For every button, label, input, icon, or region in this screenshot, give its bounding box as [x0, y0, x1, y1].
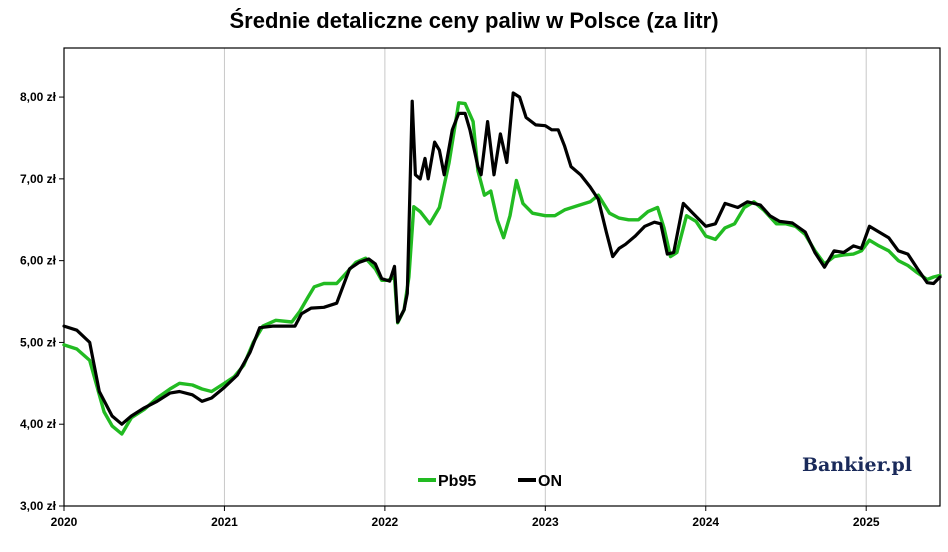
series-line-on	[62, 91, 942, 426]
x-tick-label: 2022	[372, 515, 399, 529]
x-tick-label: 2023	[532, 515, 559, 529]
plot-frame	[63, 47, 941, 507]
legend: Pb95 ON	[418, 473, 562, 490]
y-tick-label: 6,00 zł	[20, 254, 57, 268]
x-tick-label: 2024	[692, 515, 719, 529]
y-tick-label: 7,00 zł	[20, 172, 57, 186]
chart-title: Średnie detaliczne ceny paliw w Polsce (…	[229, 8, 719, 33]
y-tick-label: 3,00 zł	[20, 499, 57, 513]
axis-tick-labels: 2020 2021 2022 2023 2024 2025 3,00 zł 4,00 zł 5,…	[20, 90, 880, 529]
x-tick-label: 2025	[853, 515, 880, 529]
x-tick-label: 2021	[211, 515, 238, 529]
y-tick-label: 5,00 zł	[20, 335, 57, 349]
series-line-pb95	[62, 101, 942, 436]
legend-label-pb95: Pb95	[438, 473, 476, 490]
series-lines	[62, 91, 942, 436]
grid-lines	[223, 48, 867, 506]
x-tick-label: 2020	[51, 515, 78, 529]
bankier-watermark: Bankier.pl	[802, 454, 912, 476]
y-tick-label: 8,00 zł	[20, 90, 57, 104]
legend-label-on: ON	[538, 473, 562, 490]
y-tick-label: 4,00 zł	[20, 417, 57, 431]
